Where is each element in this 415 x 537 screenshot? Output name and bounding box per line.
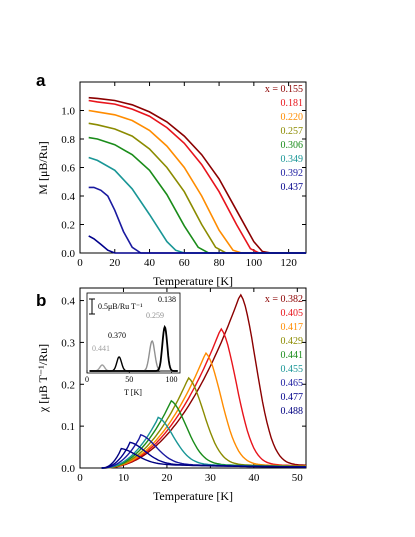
legend-entry: 0.349 bbox=[281, 154, 304, 165]
y-tick-label: 0.0 bbox=[61, 463, 75, 475]
x-tick-label: 0 bbox=[77, 257, 83, 269]
series-line-0.181 bbox=[88, 99, 306, 254]
panel-b-ylabel: χ [μB T⁻¹/Ru] bbox=[36, 344, 50, 413]
panel-b-legend: x = 0.382 0.405 0.417 0.429 0.441 0.455 0.465 0… bbox=[265, 294, 303, 417]
series-line-0.405 bbox=[101, 327, 306, 469]
inset-series bbox=[89, 324, 178, 372]
y-tick-label: 0.8 bbox=[61, 134, 75, 146]
x-tick-label: 120 bbox=[280, 257, 297, 269]
legend-entry: 0.417 bbox=[281, 322, 304, 333]
panel-a-legend: x = 0.155 0.181 0.220 0.257 0.306 0.349 0.392 0… bbox=[265, 84, 303, 193]
y-tick-label: 0.2 bbox=[61, 379, 75, 391]
panel-b-series bbox=[101, 293, 307, 469]
y-tick-label: 1.0 bbox=[61, 106, 75, 118]
panel-a-ticks: 0 20 40 60 80 100 120 0.0 0.2 0.4 0.6 0.8 1.0 bbox=[61, 82, 306, 269]
panel-b-letter: b bbox=[36, 291, 46, 310]
legend-entry: 0.220 bbox=[281, 112, 304, 123]
x-tick-label: 60 bbox=[179, 257, 191, 269]
series-line-0.220 bbox=[88, 109, 306, 254]
legend-entry: x = 0.382 bbox=[265, 294, 303, 305]
y-tick-label: 0.4 bbox=[61, 296, 75, 308]
legend-entry: 0.455 bbox=[281, 364, 304, 375]
y-tick-label: 0.1 bbox=[61, 421, 75, 433]
panel-a-letter: a bbox=[36, 71, 46, 90]
inset-scale-bar-label: 0.5μB/Ru T⁻¹ bbox=[98, 302, 143, 311]
x-tick-label: 40 bbox=[248, 472, 260, 484]
legend-entry: x = 0.155 bbox=[265, 84, 303, 95]
legend-entry: 0.306 bbox=[281, 140, 304, 151]
x-tick-label: 10 bbox=[118, 472, 130, 484]
panel-a-series bbox=[88, 96, 306, 254]
inset-series-label: 0.259 bbox=[146, 311, 164, 320]
series-line-0.382 bbox=[101, 293, 307, 469]
inset-x-tick-label: 50 bbox=[125, 375, 133, 384]
series-line-0.392 bbox=[88, 186, 306, 254]
x-tick-label: 30 bbox=[205, 472, 217, 484]
legend-entry: 0.181 bbox=[281, 98, 304, 109]
legend-entry: 0.437 bbox=[281, 182, 304, 193]
panel-b-xlabel: Temperature [K] bbox=[153, 489, 233, 503]
x-tick-label: 0 bbox=[77, 472, 83, 484]
panel-a-frame bbox=[79, 81, 307, 254]
series-line-0.349 bbox=[88, 156, 306, 254]
panel-b-inset: 0 50 100 0.441 0.370 0.259 0.138 0.5μB/Ru T⁻¹… bbox=[85, 292, 181, 397]
legend-entry: 0.477 bbox=[281, 392, 304, 403]
legend-entry: 0.429 bbox=[281, 336, 304, 347]
y-tick-label: 0.6 bbox=[61, 163, 75, 175]
series-line-0.155 bbox=[88, 96, 306, 254]
y-tick-label: 0.2 bbox=[61, 220, 75, 232]
inset-series-line-0.138 bbox=[89, 324, 178, 372]
inset-annotations: 0.441 0.370 0.259 0.138 bbox=[92, 295, 176, 353]
y-tick-label: 0.3 bbox=[61, 337, 75, 349]
inset-x-tick-label: 100 bbox=[166, 375, 178, 384]
inset-xlabel: T [K] bbox=[124, 388, 142, 397]
series-line-0.306 bbox=[88, 136, 306, 254]
inset-frame bbox=[86, 292, 181, 374]
x-tick-label: 20 bbox=[109, 257, 121, 269]
inset-series-label: 0.441 bbox=[92, 344, 110, 353]
y-tick-label: 0.0 bbox=[61, 248, 75, 260]
legend-entry: 0.392 bbox=[281, 168, 304, 179]
inset-series-label: 0.138 bbox=[158, 295, 176, 304]
x-tick-label: 80 bbox=[214, 257, 226, 269]
series-line-0.465 bbox=[101, 433, 306, 469]
x-tick-label: 40 bbox=[144, 257, 156, 269]
legend-entry: 0.488 bbox=[281, 406, 304, 417]
x-tick-label: 100 bbox=[246, 257, 263, 269]
panel-a-xlabel: Temperature [K] bbox=[153, 274, 233, 288]
panel-a: a 0 20 40 60 80 100 120 0.0 0.2 0.4 0.6 0.8 1.0 x = … bbox=[36, 71, 307, 288]
inset-series-label: 0.370 bbox=[108, 331, 126, 340]
series-line-0.488 bbox=[101, 447, 306, 469]
legend-entry: 0.441 bbox=[281, 350, 304, 361]
legend-entry: 0.257 bbox=[281, 126, 304, 137]
legend-entry: 0.405 bbox=[281, 308, 304, 319]
x-tick-label: 50 bbox=[292, 472, 304, 484]
panel-b-frame bbox=[79, 287, 307, 469]
panel-a-ylabel: M [μB/Ru] bbox=[36, 141, 50, 194]
series-line-0.437 bbox=[88, 235, 306, 254]
legend-entry: 0.465 bbox=[281, 378, 304, 389]
panel-b-ticks: 0 10 20 30 40 50 0.0 0.1 0.2 0.3 0.4 bbox=[61, 288, 306, 484]
series-line-0.257 bbox=[88, 122, 306, 254]
x-tick-label: 20 bbox=[161, 472, 173, 484]
inset-x-tick-label: 0 bbox=[85, 375, 89, 384]
y-tick-label: 0.4 bbox=[61, 191, 75, 203]
panel-b: b 0 10 20 30 40 50 0.0 0.1 0.2 0.3 0.4 x = 0.382 0.… bbox=[36, 287, 307, 503]
